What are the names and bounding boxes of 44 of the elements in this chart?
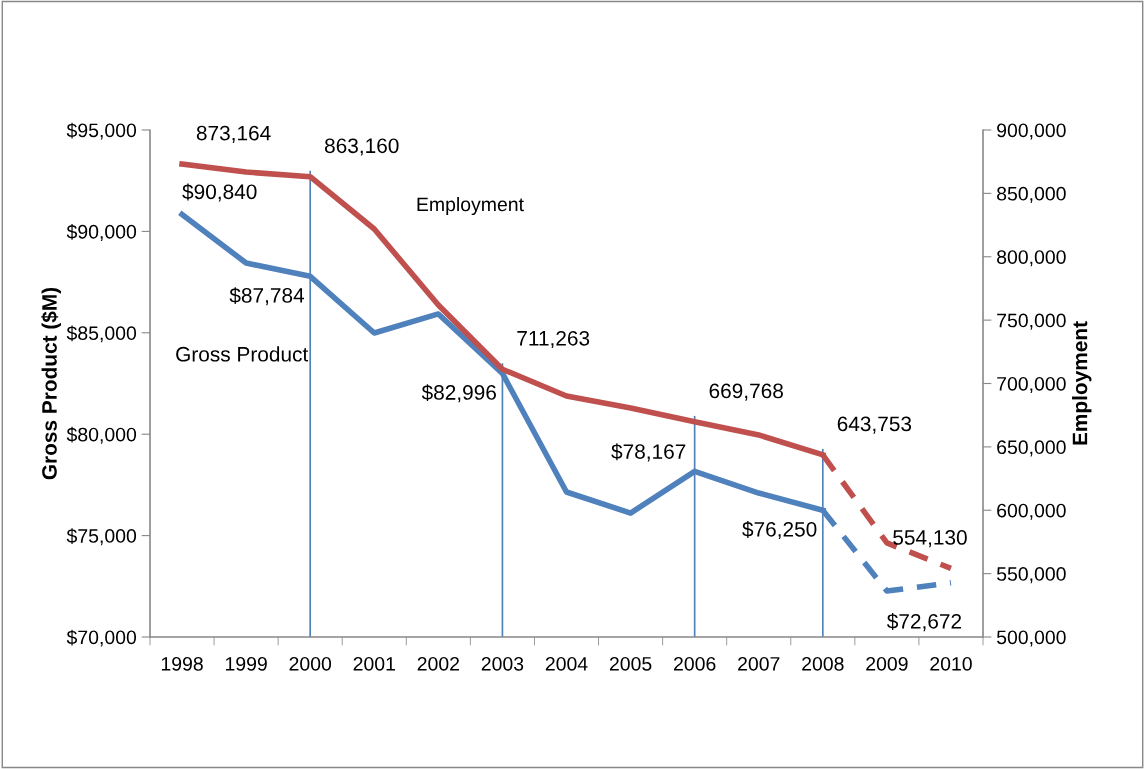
x-tick-label: 2008: [802, 656, 844, 671]
y2-tick-label: 750,000: [997, 313, 1066, 330]
data-label: $72,672: [887, 613, 962, 632]
x-tick-label: 2000: [289, 656, 332, 671]
data-label: 643,753: [837, 416, 912, 434]
y2-tick-label: 500,000: [996, 630, 1066, 647]
x-tick-label: 2010: [930, 656, 972, 671]
y-tick-label: $70,000: [66, 629, 137, 647]
y-tick-label: $90,000: [66, 224, 137, 241]
y2-tick-label: 650,000: [997, 440, 1066, 457]
y2-axis-title: Employment: [1072, 321, 1092, 445]
y-tick-label: $80,000: [66, 426, 137, 444]
y-tick-label: $75,000: [66, 528, 137, 546]
y2-tick-label: 850,000: [997, 186, 1066, 203]
text: Employment: [417, 196, 524, 216]
data-label: $76,250: [742, 521, 817, 540]
data-label: $78,167: [611, 443, 686, 462]
x-tick-label: 2007: [738, 656, 780, 671]
x-tick-label: 2002: [417, 656, 459, 671]
y-tick-label: $95,000: [66, 122, 137, 140]
y2-tick-label: 700,000: [997, 376, 1066, 394]
x-tick-label: 2006: [674, 656, 716, 671]
x-tick-label: 2009: [866, 656, 908, 671]
y2-tick-label: 550,000: [996, 567, 1066, 584]
text: Gross Product: [176, 346, 309, 362]
data-label: 554,130: [893, 530, 967, 548]
x-tick-label: 2004: [545, 656, 588, 671]
y2-tick-label: 900,000: [997, 123, 1066, 140]
y-axis-title: Gross Product ($M): [41, 287, 61, 480]
data-label: 863,160: [324, 138, 399, 156]
data-label: $87,784: [229, 287, 305, 306]
y-tick-label: $85,000: [66, 325, 137, 343]
data-label: 873,164: [196, 125, 271, 143]
y2-tick-label: 600,000: [997, 503, 1066, 520]
data-label: 711,263: [517, 330, 590, 349]
x-tick-label: 1999: [225, 656, 267, 671]
data-label: $90,840: [182, 183, 257, 202]
x-tick-label: 2001: [353, 656, 395, 671]
x-tick-label: 1998: [161, 656, 203, 671]
y2-tick-label: 800,000: [997, 250, 1066, 267]
data-label: 669,768: [709, 383, 783, 401]
x-tick-label: 2003: [481, 656, 524, 671]
x-tick-label: 2005: [609, 656, 652, 671]
data-label: $82,996: [421, 384, 496, 403]
